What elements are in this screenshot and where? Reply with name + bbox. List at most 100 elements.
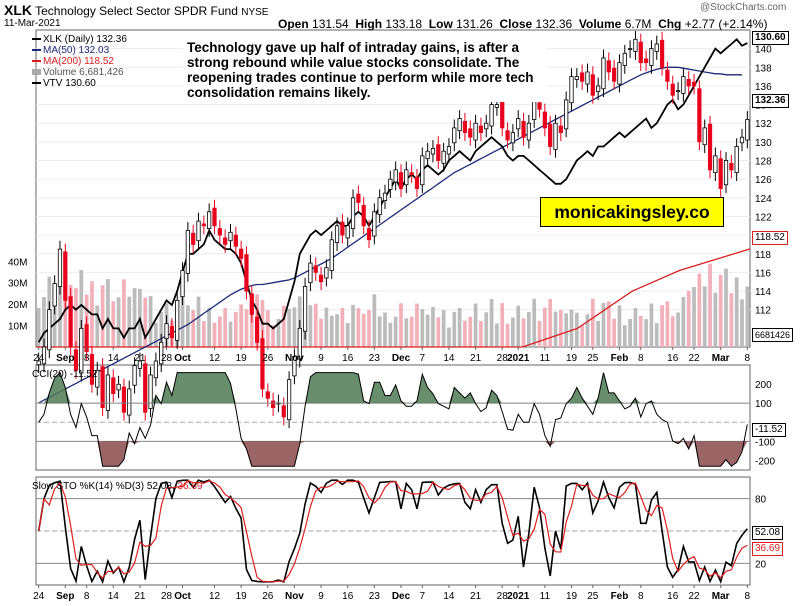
volume-bar [745, 286, 750, 347]
candle-body [286, 379, 292, 421]
legend-price-swatch [32, 38, 41, 41]
ma200-line [36, 248, 751, 348]
volume-bar [734, 277, 739, 347]
cci-value: -11.52 [69, 369, 98, 380]
volume-bar [686, 290, 691, 347]
x-axis-tick: 2021 [507, 591, 530, 602]
candle-body [356, 193, 361, 203]
volume-bar [185, 305, 190, 347]
x-axis-tick: 21 [470, 591, 482, 602]
candle-body [659, 39, 665, 68]
panel-frame-cci [35, 364, 751, 471]
x-axis-tick: 28 [497, 353, 509, 364]
candle-body [281, 405, 286, 418]
candle-body [41, 346, 47, 365]
volume-bar [271, 325, 275, 347]
legend-ma200-swatch [32, 60, 41, 63]
candle-body [100, 366, 105, 409]
volume-bar [612, 318, 616, 347]
x-axis-tick: 11 [540, 353, 551, 364]
x-axis-tick: 8 [638, 353, 644, 364]
volume-bar [276, 318, 281, 347]
candle-body [617, 62, 622, 85]
volume-bar [281, 305, 286, 347]
volume-bar [223, 308, 228, 347]
legend-vtv-swatch [32, 82, 41, 85]
x-axis-tick: 23 [369, 591, 381, 602]
candle-body [537, 102, 542, 110]
candle-body [526, 122, 531, 141]
volume-bar [628, 318, 632, 347]
x-axis-tick: 8 [638, 591, 644, 602]
candle-body [292, 355, 297, 377]
x-axis-tick: 23 [369, 353, 381, 364]
volume-bar [447, 327, 451, 347]
volume-bar [143, 297, 148, 347]
tag-vtv-last: 130.60 [752, 31, 789, 45]
x-axis-tick: 22 [688, 353, 700, 364]
candle-body [713, 155, 718, 174]
candle-body [681, 76, 686, 94]
volume-bar [132, 288, 137, 347]
candle-body [52, 283, 57, 307]
volume-bar [201, 321, 206, 347]
candle-body [441, 150, 446, 164]
volume-bar [292, 307, 297, 347]
candle-body [505, 130, 510, 141]
candle-body [318, 274, 324, 283]
volume-bar [122, 279, 126, 347]
x-axis-tick: 14 [108, 353, 120, 364]
candle-body [622, 52, 627, 66]
volume-bar [58, 284, 62, 347]
high-label: High [355, 17, 383, 31]
candle-body [691, 81, 697, 87]
x-axis-tick: 8 [84, 353, 90, 364]
x-axis-tick: 14 [443, 591, 455, 602]
candle-body [558, 125, 563, 133]
stoch-title-text: Slow STO %K(14) %D(3) [32, 481, 145, 492]
volume-bar [702, 286, 707, 347]
volume-bar [596, 320, 601, 347]
candle-body [585, 71, 590, 85]
candle-body [729, 162, 734, 171]
candle-body [697, 88, 702, 143]
candle-body [702, 127, 707, 146]
cci-axis-tick: 100 [755, 399, 772, 410]
volume-value: 6.7M [624, 17, 652, 31]
volume-bar [537, 320, 542, 347]
volume-bar [617, 305, 622, 347]
candle-body [462, 120, 468, 133]
x-axis-tick: 14 [443, 353, 455, 364]
candle-body [212, 207, 217, 227]
candle-body [36, 360, 41, 366]
volume-bar [351, 305, 355, 347]
candle-body [638, 41, 643, 64]
candle-body [329, 239, 334, 271]
volume-bar [569, 309, 574, 347]
volume-bar [564, 313, 569, 347]
candle-body [649, 48, 654, 66]
volume-bar [436, 317, 441, 347]
x-axis-tick: 16 [667, 353, 679, 364]
volume-bar [729, 293, 734, 347]
candle-body [393, 169, 398, 183]
volume-bar [116, 297, 121, 347]
volume-bar [489, 299, 494, 347]
volume-bar [393, 316, 398, 347]
candle-body [249, 293, 254, 315]
candle-body [425, 150, 430, 160]
candle-body [159, 341, 164, 365]
volume-bar [516, 305, 521, 347]
candle-body [95, 369, 100, 388]
volume-bar [404, 318, 409, 347]
tag-volume-last: 6681426 [752, 328, 794, 342]
candle-body [665, 69, 670, 82]
candle-body [308, 262, 313, 284]
candle-body [63, 251, 68, 301]
candle-body [500, 100, 505, 129]
x-axis-tick: 12 [209, 353, 221, 364]
candle-body [430, 148, 436, 155]
volume-axis-tick: 10M [8, 322, 27, 333]
candle-body [478, 125, 484, 133]
